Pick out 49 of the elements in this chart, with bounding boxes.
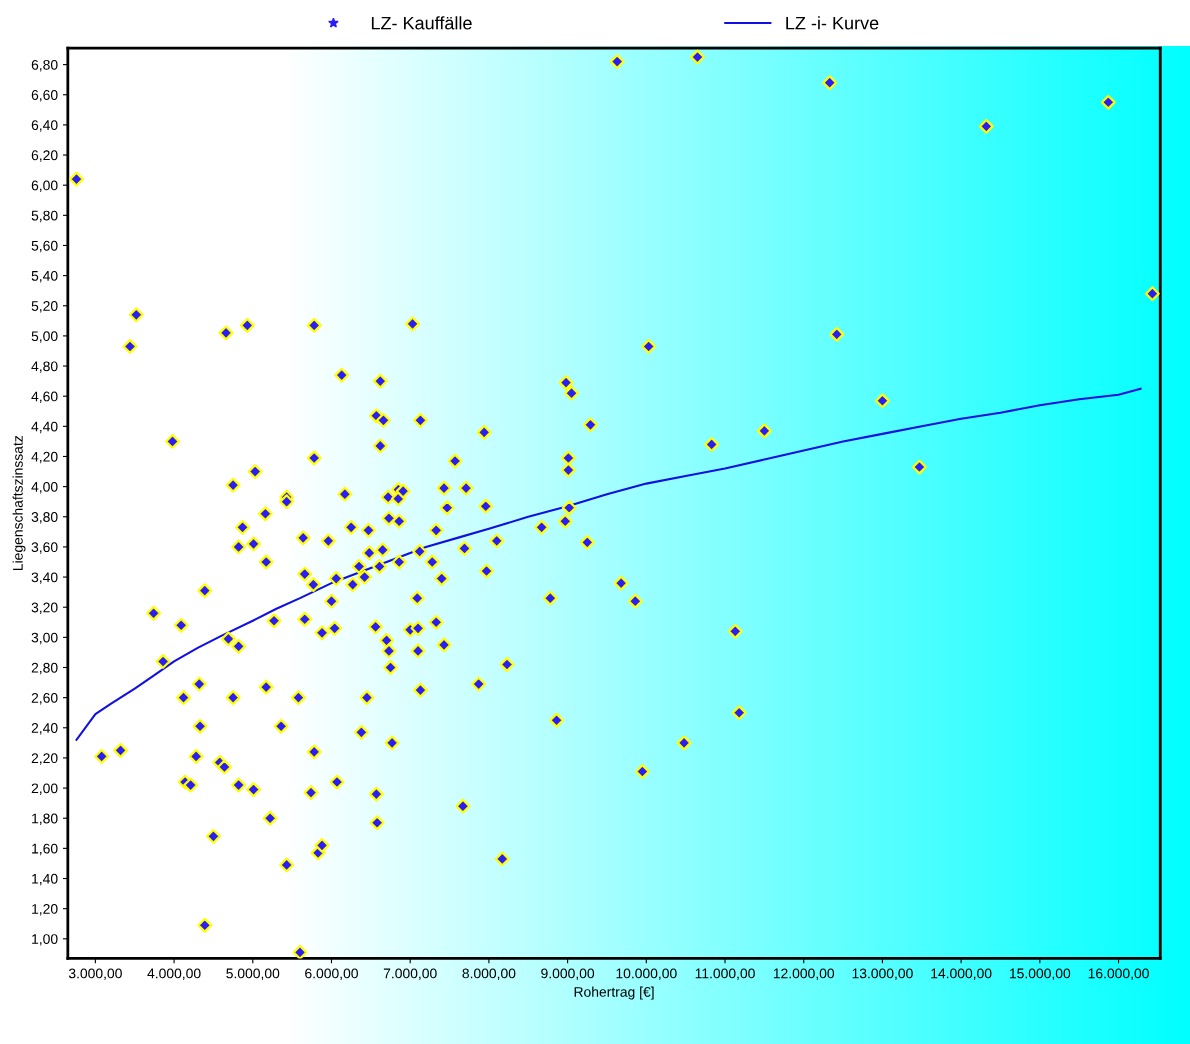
x-tick-label: 6.000,00 xyxy=(305,968,358,980)
legend-label: LZ -i- Kurve xyxy=(786,16,879,30)
y-tick-label: 3,20 xyxy=(31,602,58,615)
y-tick-label: 4,60 xyxy=(31,391,58,403)
y-tick-label: 5,80 xyxy=(31,210,58,223)
y-tick-label: 1,60 xyxy=(32,843,58,856)
y-tick-label: 5,20 xyxy=(31,301,58,313)
y-tick-label: 1,20 xyxy=(32,903,58,916)
y-axis-title: Liegenschaftszinssatz xyxy=(12,435,26,570)
x-tick-label: 14.000,00 xyxy=(931,968,992,980)
y-tick-label: 1,00 xyxy=(32,934,58,946)
y-tick-label: 4,00 xyxy=(31,481,58,494)
y-tick-label: 4,40 xyxy=(31,421,58,434)
y-tick-label: 2,00 xyxy=(31,783,58,795)
y-tick-label: 6,40 xyxy=(31,120,58,132)
y-tick-label: 6,00 xyxy=(31,180,58,192)
y-tick-label: 3,00 xyxy=(31,632,58,645)
y-tick-label: 5,40 xyxy=(31,270,58,283)
x-tick-label: 11.000,00 xyxy=(695,968,755,980)
x-tick-label: 12.000,00 xyxy=(773,968,835,980)
y-tick-label: 5,60 xyxy=(31,240,58,253)
y-tick-label: 2,80 xyxy=(31,662,58,675)
line-series xyxy=(75,387,1142,741)
x-tick-label: 9.000,00 xyxy=(541,968,595,980)
x-tick-label: 15.000,00 xyxy=(1010,968,1071,980)
y-tick-label: 4,20 xyxy=(31,451,58,464)
y-tick-label: 4,80 xyxy=(31,361,58,373)
y-tick-label: 6,20 xyxy=(31,150,58,162)
x-tick-label: 8.000,00 xyxy=(462,968,516,980)
x-tick-label: 5.000,00 xyxy=(226,968,280,980)
x-tick-label: 10.000,00 xyxy=(616,968,677,980)
y-tick-label: 2,20 xyxy=(31,753,58,765)
y-tick-label: 3,60 xyxy=(31,542,58,554)
y-tick-label: 3,80 xyxy=(31,512,58,524)
x-tick-label: 13.000,00 xyxy=(852,968,913,980)
legend-label: LZ- Kauffälle xyxy=(371,16,472,30)
x-tick-label: 7.000,00 xyxy=(383,968,437,980)
y-tick-label: 5,00 xyxy=(31,331,58,343)
y-tick-label: 1,80 xyxy=(32,813,58,826)
x-tick-label: 16.000,00 xyxy=(1088,968,1149,980)
y-tick-label: 1,40 xyxy=(32,873,58,886)
x-tick-label: 3.000,00 xyxy=(68,968,122,980)
y-tick-label: 6,80 xyxy=(31,59,58,72)
y-tick-label: 2,40 xyxy=(31,723,58,735)
x-tick-label: 4.000,00 xyxy=(147,968,201,980)
y-tick-label: 6,60 xyxy=(31,90,58,102)
y-tick-label: 2,60 xyxy=(31,692,58,705)
x-axis-title: Rohertrag [€] xyxy=(574,986,654,1000)
y-tick-label: 3,40 xyxy=(31,572,58,584)
